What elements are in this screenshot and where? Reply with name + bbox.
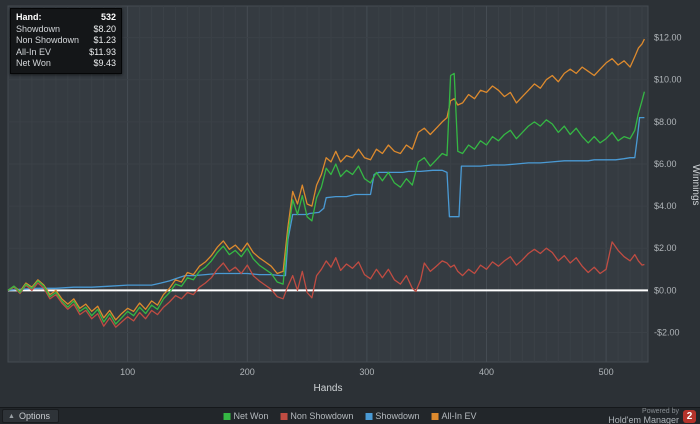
legend-item-allin-ev[interactable]: All-In EV bbox=[431, 411, 476, 421]
app-name-text: Hold'em Manager bbox=[608, 414, 679, 424]
tooltip-label: Hand: bbox=[16, 12, 42, 22]
tooltip-label: Net Won bbox=[16, 58, 51, 68]
svg-text:$4.00: $4.00 bbox=[654, 201, 677, 211]
tooltip-value: $1.23 bbox=[93, 35, 116, 45]
legend-swatch-allin-ev bbox=[431, 412, 439, 420]
powered-by-text: Powered by bbox=[642, 407, 679, 415]
options-button-label: Options bbox=[18, 411, 50, 421]
svg-text:$6.00: $6.00 bbox=[654, 159, 677, 169]
tooltip-row-showdown: Showdown $8.20 bbox=[16, 24, 116, 36]
svg-text:400: 400 bbox=[479, 367, 494, 377]
svg-text:200: 200 bbox=[240, 367, 255, 377]
svg-text:500: 500 bbox=[599, 367, 614, 377]
tooltip-value: $8.20 bbox=[93, 23, 116, 34]
tooltip-row-hand: Hand: 532 bbox=[16, 12, 116, 24]
svg-text:$8.00: $8.00 bbox=[654, 117, 677, 127]
legend-swatch-showdown bbox=[365, 412, 373, 420]
svg-text:300: 300 bbox=[359, 367, 374, 377]
legend-swatch-non-showdown bbox=[280, 412, 288, 420]
expand-arrow-icon: ▲ bbox=[8, 412, 15, 420]
tooltip-label: Showdown bbox=[16, 23, 61, 34]
legend-item-net-won[interactable]: Net Won bbox=[223, 411, 269, 421]
legend-label: All-In EV bbox=[441, 411, 477, 421]
svg-text:100: 100 bbox=[120, 367, 135, 377]
legend-label: Showdown bbox=[375, 411, 420, 421]
svg-text:Hands: Hands bbox=[314, 383, 343, 394]
svg-text:-$2.00: -$2.00 bbox=[654, 328, 680, 338]
tooltip-label: Non Showdown bbox=[16, 35, 80, 45]
svg-text:$2.00: $2.00 bbox=[654, 243, 677, 253]
tooltip-row-allin-ev: All-In EV $11.93 bbox=[16, 47, 116, 59]
powered-by: Powered by Hold'em Manager 2 bbox=[608, 408, 700, 424]
hm2-logo-icon: 2 bbox=[683, 409, 696, 423]
hand-stats-tooltip: Hand: 532 Showdown $8.20 Non Showdown $1… bbox=[10, 8, 122, 74]
status-bar: ▲ Options Net Won Non Showdown Showdown … bbox=[0, 407, 700, 424]
legend-label: Net Won bbox=[233, 411, 269, 421]
svg-text:$10.00: $10.00 bbox=[654, 75, 682, 85]
legend-label: Non Showdown bbox=[290, 411, 354, 421]
chart-legend: Net Won Non Showdown Showdown All-In EV bbox=[223, 408, 476, 424]
svg-text:Winnings: Winnings bbox=[690, 164, 700, 205]
tooltip-row-non-showdown: Non Showdown $1.23 bbox=[16, 35, 116, 47]
tooltip-value: $11.93 bbox=[89, 46, 116, 57]
legend-item-non-showdown[interactable]: Non Showdown bbox=[280, 411, 353, 421]
svg-text:$12.00: $12.00 bbox=[654, 33, 682, 43]
tooltip-label: All-In EV bbox=[16, 46, 52, 57]
tooltip-row-net-won: Net Won $9.43 bbox=[16, 58, 116, 70]
legend-swatch-net-won bbox=[223, 412, 231, 420]
options-button[interactable]: ▲ Options bbox=[2, 409, 59, 423]
tooltip-value: $9.43 bbox=[93, 58, 116, 68]
tooltip-value: 532 bbox=[100, 12, 116, 22]
legend-item-showdown[interactable]: Showdown bbox=[365, 411, 419, 421]
svg-text:$0.00: $0.00 bbox=[654, 285, 677, 295]
